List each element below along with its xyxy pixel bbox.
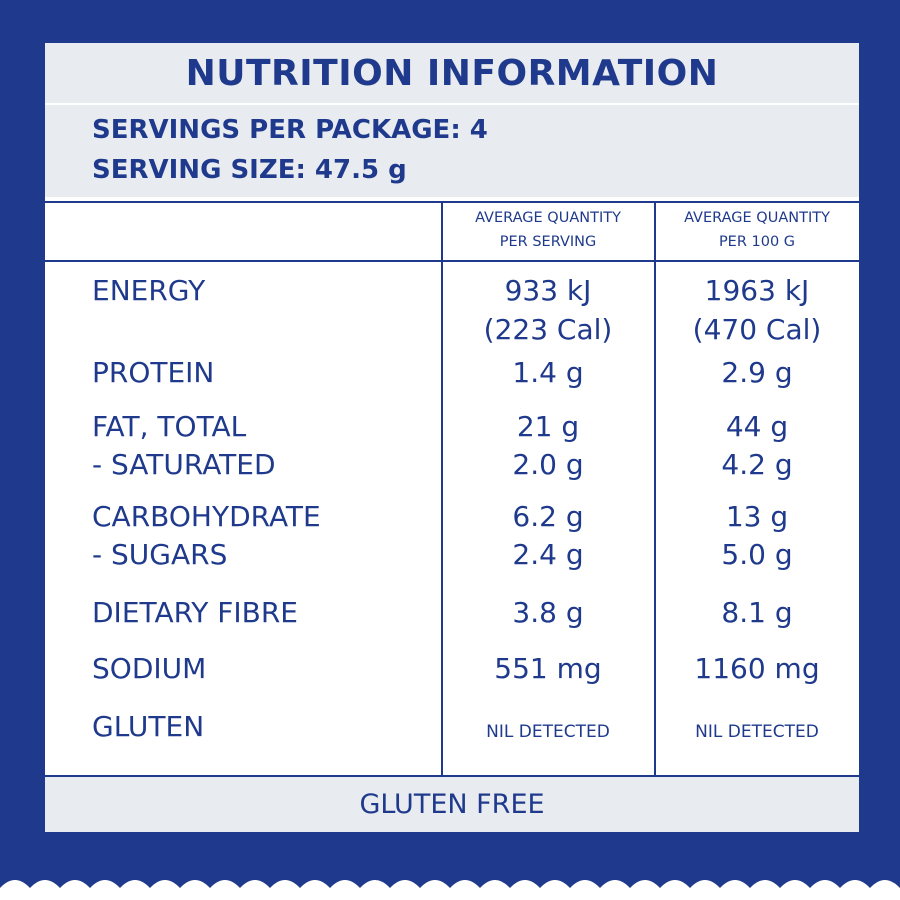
gluten-per-serving: NIL DETECTED [486,722,610,742]
serving-size: SERVING SIZE: 47.5 g [92,155,407,185]
nutrition-panel: NUTRITION INFORMATION SERVINGS PER PACKA… [45,43,859,832]
row-label-protein: PROTEIN [92,356,215,389]
panel-title: NUTRITION INFORMATION [45,43,859,103]
row-label-saturated: - SATURATED [92,448,276,481]
row-label-sugars: - SUGARS [92,538,228,571]
energy-per-100g: 1963 kJ [704,274,810,307]
protein-per-serving: 1.4 g [512,356,584,389]
column-header-per-100g: AVERAGE QUANTITY PER 100 G [655,206,859,254]
energy-per-serving: 933 kJ [504,274,592,307]
carbohydrate-per-100g: 13 g [725,500,789,533]
row-label-dietary-fibre: DIETARY FIBRE [92,596,298,629]
energy-cal-per-100g: (470 Cal) [692,313,822,346]
row-label-fat-total: FAT, TOTAL [92,410,247,443]
column-header-line: AVERAGE QUANTITY [684,210,830,226]
header-top-rule [45,201,859,203]
sodium-per-100g: 1160 mg [694,652,820,685]
gluten-per-100g: NIL DETECTED [695,722,819,742]
sodium-per-serving: 551 mg [494,652,602,685]
fat-total-per-serving: 21 g [516,410,580,443]
column-header-per-serving: AVERAGE QUANTITY PER SERVING [442,206,654,254]
footer-rule [45,775,859,777]
saturated-per-serving: 2.0 g [512,448,584,481]
scalloped-edge [0,880,900,900]
column-header-line: AVERAGE QUANTITY [475,210,621,226]
column-divider-2 [654,202,656,776]
row-label-sodium: SODIUM [92,652,207,685]
dietary-fibre-per-serving: 3.8 g [512,596,584,629]
sugars-per-serving: 2.4 g [512,538,584,571]
row-label-gluten: GLUTEN [92,710,205,743]
column-header-line: PER SERVING [499,234,597,250]
protein-per-100g: 2.9 g [721,356,793,389]
dietary-fibre-per-100g: 8.1 g [721,596,793,629]
column-header-line: PER 100 G [718,234,796,250]
row-label-energy: ENERGY [92,274,206,307]
gluten-free-banner: GLUTEN FREE [45,777,859,832]
row-label-carbohydrate: CARBOHYDRATE [92,500,321,533]
carbohydrate-per-serving: 6.2 g [512,500,584,533]
sugars-per-100g: 5.0 g [721,538,793,571]
servings-band: SERVINGS PER PACKAGE: 4 SERVING SIZE: 47… [45,105,859,197]
saturated-per-100g: 4.2 g [721,448,793,481]
column-divider-1 [441,202,443,776]
header-bottom-rule [45,260,859,262]
fat-total-per-100g: 44 g [725,410,789,443]
servings-per-package: SERVINGS PER PACKAGE: 4 [92,115,488,145]
energy-cal-per-serving: (223 Cal) [483,313,613,346]
